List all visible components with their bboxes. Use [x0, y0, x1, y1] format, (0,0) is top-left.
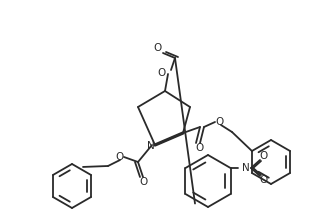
- Text: N: N: [147, 141, 155, 151]
- Text: O: O: [260, 175, 268, 185]
- Text: O: O: [140, 177, 148, 187]
- Text: O: O: [115, 152, 123, 162]
- Text: O: O: [216, 117, 224, 127]
- Text: O: O: [195, 143, 203, 153]
- Text: N: N: [242, 163, 250, 173]
- Text: O: O: [158, 68, 166, 78]
- Text: O: O: [153, 43, 161, 53]
- Text: O: O: [260, 151, 268, 161]
